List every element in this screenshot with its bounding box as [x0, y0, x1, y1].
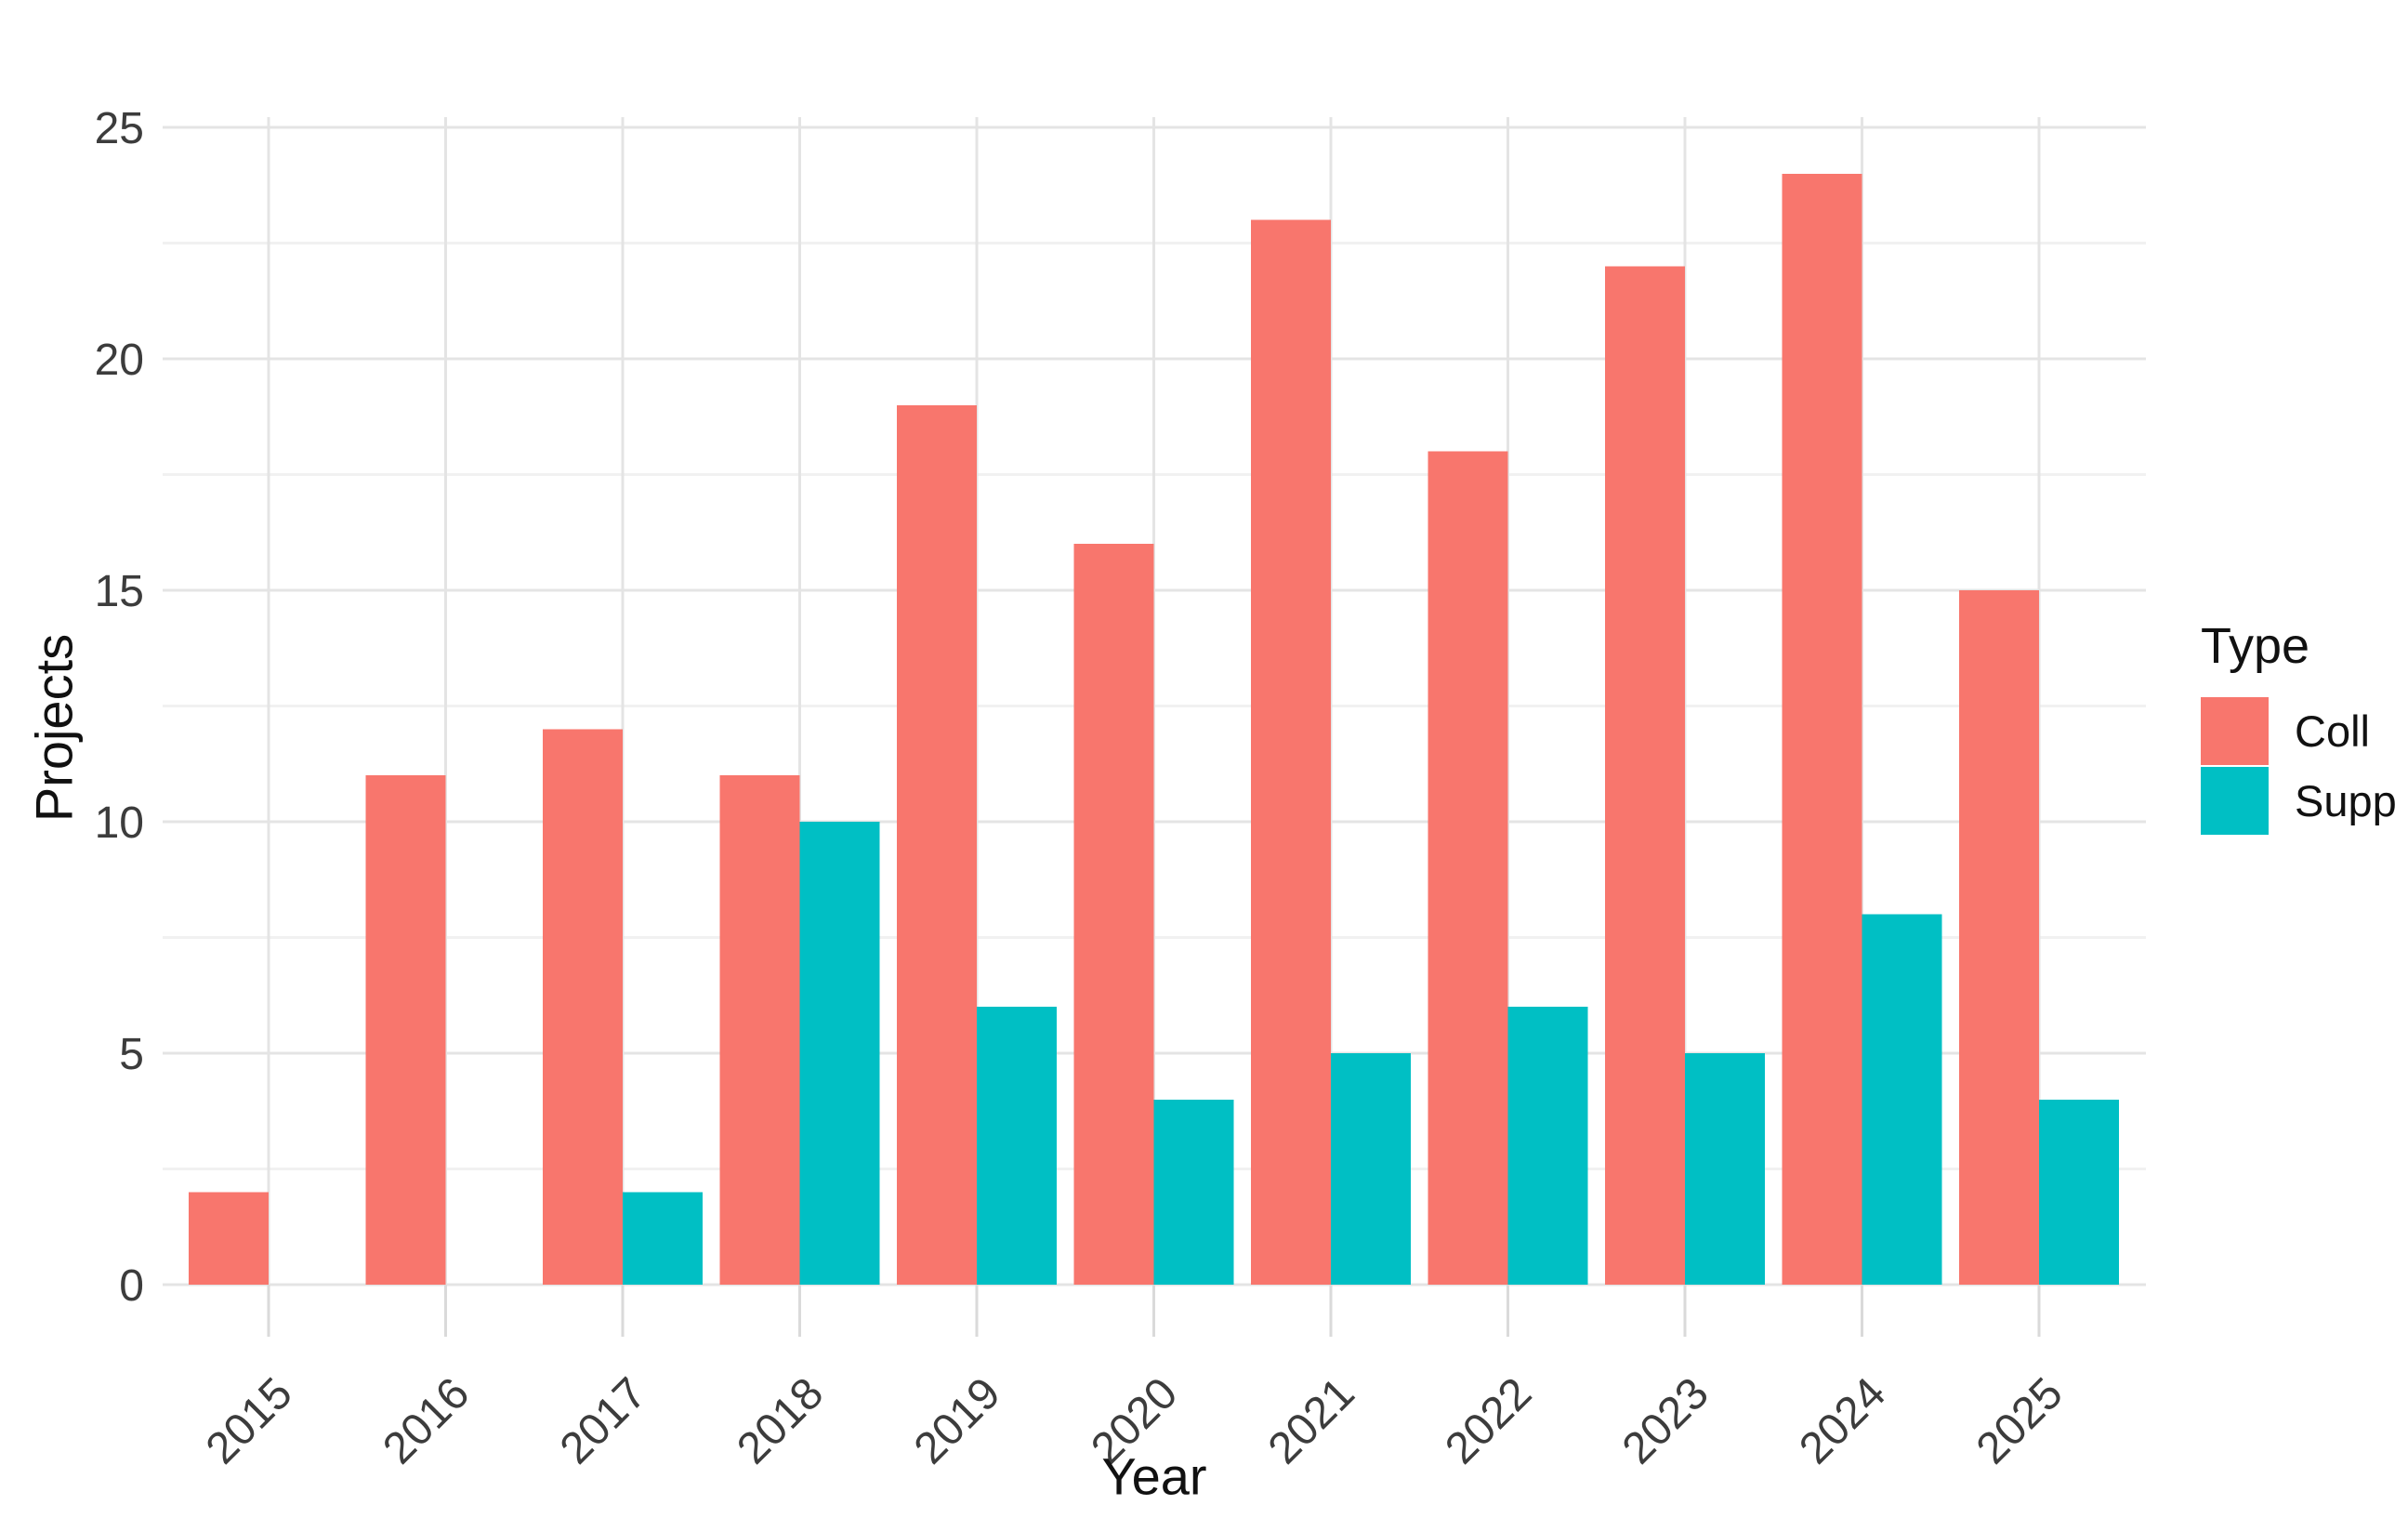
legend-entry-coll: Coll [2201, 697, 2397, 765]
bar-coll-2022 [1428, 451, 1508, 1286]
bar-coll-2024 [1782, 173, 1862, 1285]
bar-supp-2021 [1331, 1053, 1411, 1285]
legend-title: Type [2201, 618, 2310, 674]
bar-coll-2016 [365, 775, 446, 1285]
bar-supp-2019 [977, 1007, 1057, 1285]
bar-coll-2021 [1251, 219, 1331, 1286]
x-tick-label-2016: 2016 [374, 1368, 479, 1473]
bar-supp-2017 [623, 1192, 703, 1285]
x-tick-label-2025: 2025 [1967, 1368, 2072, 1473]
legend-label-coll: Coll [2295, 706, 2370, 756]
bar-supp-2024 [1862, 914, 1942, 1285]
legend-items: Coll Supp [2201, 697, 2397, 835]
y-tick-label-5: 5 [119, 1030, 144, 1079]
legend: Type Coll Supp [2201, 617, 2397, 837]
x-tick-label-2021: 2021 [1259, 1368, 1364, 1473]
bar-coll-2023 [1605, 266, 1685, 1285]
bar-supp-2022 [1507, 1007, 1588, 1285]
bar-coll-2020 [1073, 544, 1154, 1285]
x-tick-label-2024: 2024 [1790, 1368, 1895, 1473]
x-tick-label-2015: 2015 [197, 1368, 302, 1473]
legend-label-supp: Supp [2295, 776, 2397, 825]
bar-supp-2025 [2039, 1099, 2119, 1285]
x-tick-label-2017: 2017 [551, 1368, 656, 1473]
bar-coll-2019 [897, 404, 977, 1285]
x-tick-label-2019: 2019 [905, 1368, 1010, 1473]
x-tick-label-2018: 2018 [728, 1368, 833, 1473]
x-tick-label-2022: 2022 [1436, 1368, 1541, 1473]
legend-entry-supp: Supp [2201, 767, 2397, 835]
y-axis-title: Projects [24, 633, 84, 823]
y-tick-label-20: 20 [95, 336, 144, 385]
y-tick-label-0: 0 [119, 1261, 144, 1311]
bar-coll-2015 [189, 1192, 269, 1285]
bar-coll-2017 [543, 729, 623, 1285]
bar-supp-2018 [799, 822, 880, 1285]
legend-key-supp [2201, 767, 2269, 835]
y-tick-label-15: 15 [95, 567, 144, 616]
bar-coll-2025 [1959, 590, 2039, 1285]
legend-key-coll [2201, 697, 2269, 765]
x-axis-title: Year [1101, 1446, 1207, 1506]
bar-supp-2023 [1685, 1053, 1765, 1285]
y-tick-label-25: 25 [95, 104, 144, 153]
bar-supp-2020 [1153, 1099, 1234, 1285]
bar-coll-2018 [719, 775, 800, 1285]
x-tick-label-2023: 2023 [1613, 1368, 1718, 1473]
y-tick-label-10: 10 [95, 798, 144, 848]
